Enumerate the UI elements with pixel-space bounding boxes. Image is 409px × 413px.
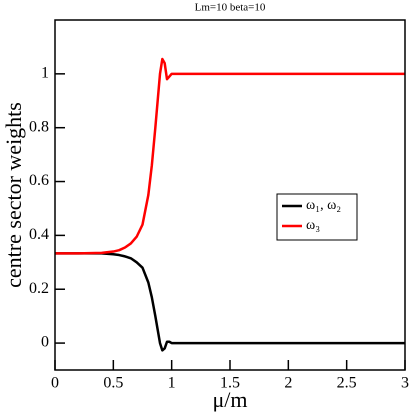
y-tick-label: 1 [41, 65, 49, 82]
chart-title: Lm=10 beta=10 [195, 2, 266, 14]
legend-label: ω₁, ω₂ [306, 198, 341, 213]
x-tick-label: 2.5 [337, 375, 357, 392]
x-tick-label: 1.5 [220, 375, 240, 392]
line [55, 57, 405, 255]
y-tick-label: 0.8 [29, 118, 49, 135]
x-tick-label: 2 [284, 375, 292, 392]
x-tick-label: 0.5 [103, 375, 123, 392]
line [55, 252, 405, 352]
y-axis-label: centre sector weights [1, 102, 26, 288]
legend-box [276, 193, 358, 241]
x-tick-label: 3 [401, 375, 409, 392]
x-tick-label: 1 [168, 375, 176, 392]
y-tick-label: 0 [41, 334, 49, 351]
x-tick-label: 0 [51, 375, 59, 392]
x-axis-label: μ/m [212, 387, 247, 412]
y-tick-label: 0.2 [29, 280, 49, 297]
y-tick-label: 0.4 [29, 226, 49, 243]
y-tick-label: 0.6 [29, 172, 49, 189]
legend-label: ω₃ [306, 218, 320, 233]
plot-frame [54, 19, 406, 371]
